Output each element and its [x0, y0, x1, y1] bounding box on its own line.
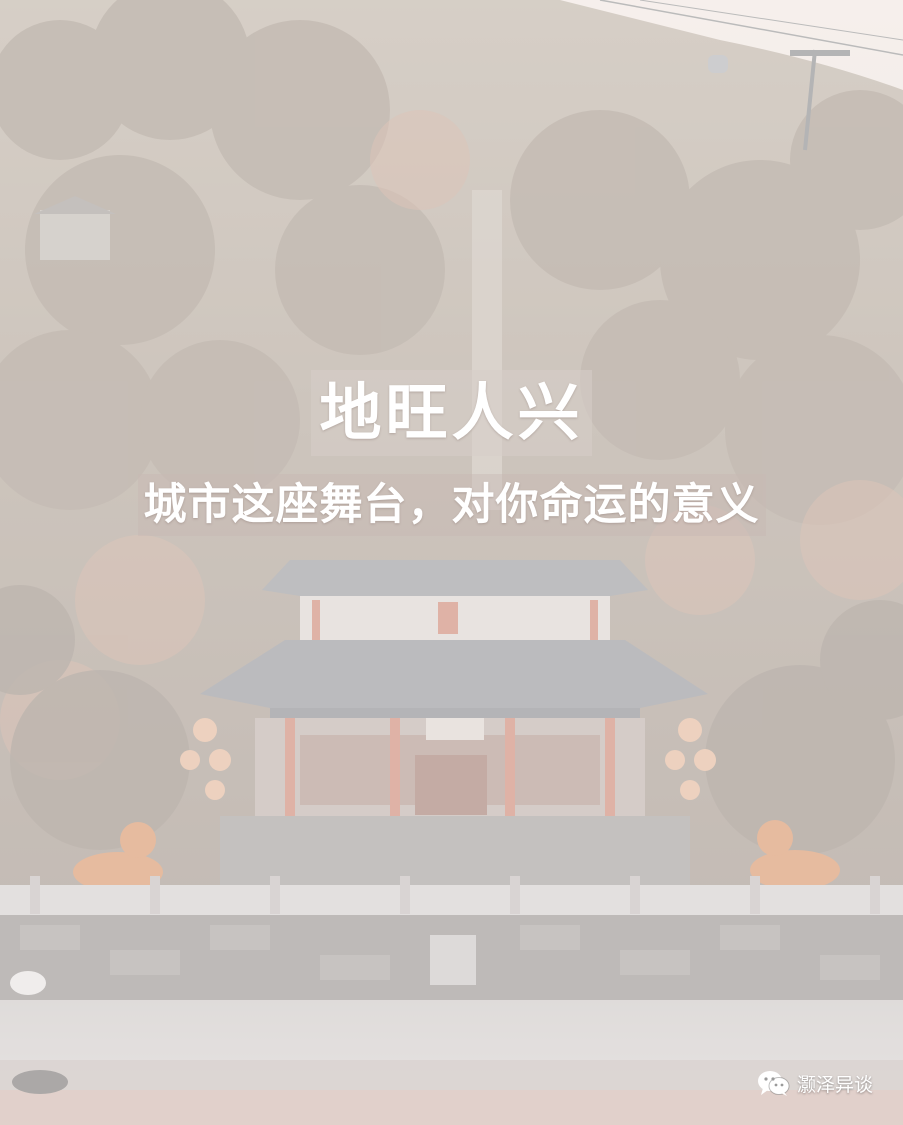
wechat-icon	[757, 1071, 790, 1096]
account-watermark: 灏泽异谈	[757, 1066, 873, 1100]
poster-subtitle: 城市这座舞台，对你命运的意义	[137, 474, 766, 536]
account-name: 灏泽异谈	[796, 1073, 873, 1096]
title-block: 地旺人兴 城市这座舞台，对你命运的意义	[0, 370, 903, 536]
poster-title: 地旺人兴	[311, 370, 592, 456]
